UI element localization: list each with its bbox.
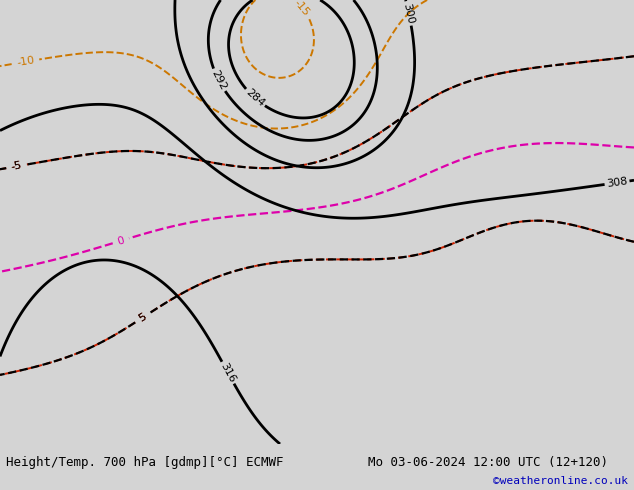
Text: 5: 5 (137, 312, 148, 324)
Text: -5: -5 (10, 160, 23, 172)
Text: 5: 5 (137, 312, 148, 324)
Text: 284: 284 (243, 87, 266, 109)
Text: -10: -10 (16, 55, 35, 68)
Text: 300: 300 (401, 2, 416, 24)
Text: -5: -5 (10, 160, 23, 172)
Text: 292: 292 (209, 69, 228, 92)
Text: 316: 316 (219, 361, 237, 384)
Text: Mo 03-06-2024 12:00 UTC (12+120): Mo 03-06-2024 12:00 UTC (12+120) (368, 456, 608, 469)
Text: 308: 308 (606, 176, 628, 189)
Text: ©weatheronline.co.uk: ©weatheronline.co.uk (493, 476, 628, 486)
Text: -15: -15 (292, 0, 311, 18)
Text: 0: 0 (116, 235, 126, 246)
Text: Height/Temp. 700 hPa [gdmp][°C] ECMWF: Height/Temp. 700 hPa [gdmp][°C] ECMWF (6, 456, 284, 469)
